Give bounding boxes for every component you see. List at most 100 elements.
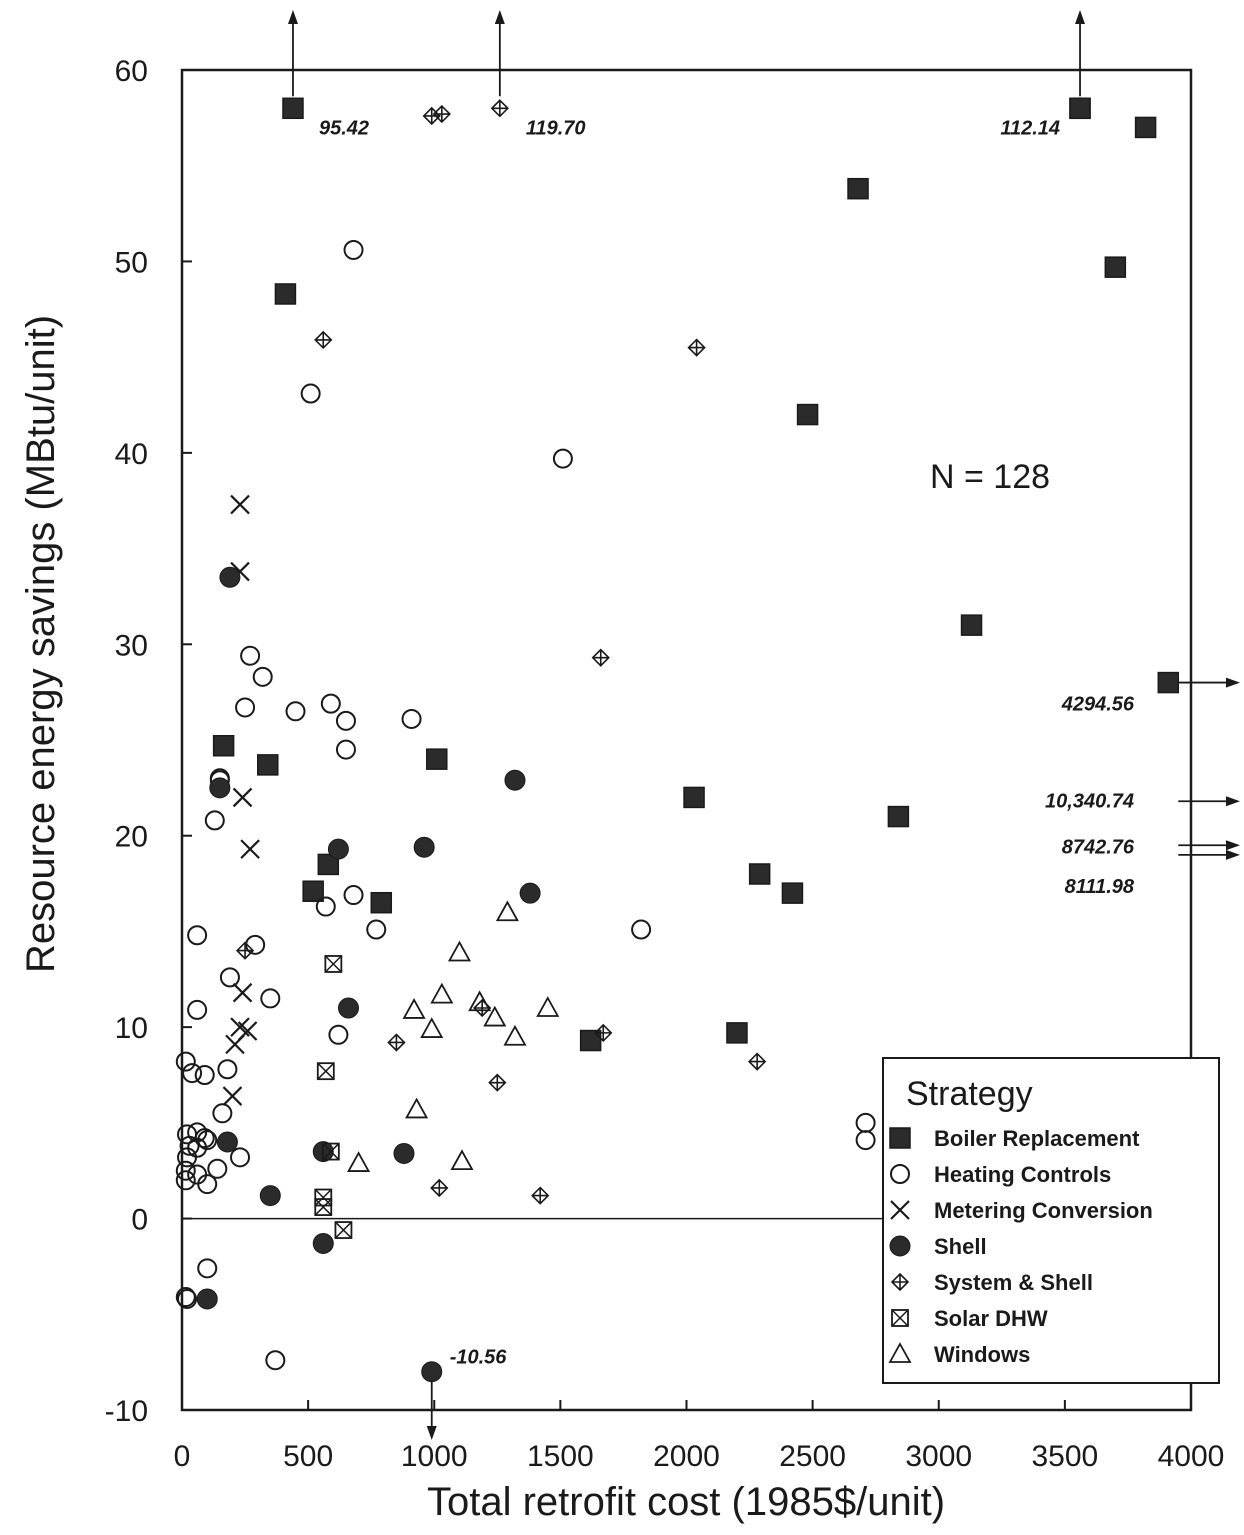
data-point [430, 982, 454, 1004]
data-point [230, 1147, 251, 1168]
data-point [747, 1052, 767, 1071]
data-point [687, 338, 706, 357]
x-tick-label: 2000 [653, 1440, 720, 1473]
data-point [282, 97, 304, 120]
data-point [430, 1178, 449, 1198]
offscale-value-label: -10.56 [450, 1347, 508, 1369]
x-tick-label: 500 [283, 1440, 333, 1473]
legend-label: Heating Controls [934, 1162, 1111, 1187]
data-point [393, 1142, 415, 1164]
data-point [240, 839, 260, 859]
data-point [631, 919, 652, 940]
data-point [450, 1149, 474, 1171]
data-point [265, 1350, 286, 1371]
data-point [387, 1033, 406, 1052]
data-point [260, 988, 281, 1009]
data-point [370, 891, 393, 914]
data-point [314, 1188, 333, 1207]
data-point [335, 710, 356, 731]
x-tick-label: 3000 [905, 1440, 972, 1473]
data-point [432, 104, 451, 124]
data-point [579, 1029, 602, 1052]
x-tick-label: 1000 [401, 1440, 468, 1473]
series-windows [347, 900, 560, 1172]
legend-marker [889, 1235, 911, 1257]
data-point [209, 777, 231, 799]
y-tick-label: 0 [131, 1204, 148, 1237]
data-point [197, 1258, 218, 1279]
data-point [216, 1131, 238, 1153]
x-tick-label: 1500 [527, 1440, 594, 1473]
arrow-head [494, 10, 505, 24]
offscale-value-label: 8742.76 [1062, 836, 1135, 858]
data-point [343, 239, 364, 260]
data-point [447, 940, 472, 962]
data-point [748, 863, 771, 885]
data-point [420, 1017, 444, 1038]
legend-label: Metering Conversion [934, 1198, 1153, 1223]
data-point [197, 1174, 218, 1195]
data-point [187, 925, 208, 946]
x-tick-label: 2500 [779, 1440, 846, 1473]
data-point [196, 1288, 218, 1310]
data-point [503, 1024, 527, 1046]
data-point [252, 666, 273, 687]
data-point [468, 990, 492, 1012]
data-point [222, 1086, 243, 1106]
data-point [591, 648, 610, 667]
legend-marker [891, 1309, 909, 1327]
data-point [426, 748, 448, 770]
legend-marker [890, 1272, 910, 1292]
data-point [259, 1185, 281, 1207]
legend: Strategy Boiler Replacement Heating Contro… [882, 1057, 1220, 1384]
y-tick-label: 60 [115, 55, 148, 88]
data-point [328, 1024, 349, 1045]
data-point [235, 941, 255, 960]
data-point [187, 999, 208, 1020]
data-point [257, 754, 279, 776]
data-point [320, 693, 341, 714]
data-point [490, 99, 509, 118]
data-point [1069, 97, 1091, 120]
legend-item: Metering Conversion [890, 1198, 1153, 1223]
legend-item: Solar DHW [891, 1306, 1048, 1331]
axis-ticks: 0 500 1000 1500 2000 2500 3000 3500 4000 -10 0 10 20… [105, 55, 1225, 1473]
data-point [177, 1147, 198, 1168]
sample-size-label: N = 128 [930, 458, 1050, 496]
offscale-value-label: 119.70 [526, 117, 586, 139]
legend-marker [888, 1342, 912, 1363]
y-tick-label: 50 [115, 246, 148, 279]
series-boiler-replacement [212, 97, 1180, 1052]
data-point [197, 1130, 218, 1151]
data-point [334, 1221, 353, 1239]
data-point [194, 1065, 215, 1085]
data-point [796, 403, 819, 426]
data-point [321, 1142, 340, 1161]
data-point [175, 1160, 196, 1181]
data-point [179, 1135, 200, 1156]
x-axis-title: Total retrofit cost (1985$/unit) [427, 1480, 945, 1524]
data-point [219, 967, 240, 988]
data-point [204, 810, 225, 831]
data-point [232, 787, 253, 808]
data-point [960, 614, 983, 636]
series-system-shell [235, 99, 767, 1205]
legend-label: Windows [934, 1342, 1030, 1367]
data-point [366, 919, 387, 940]
data-point [347, 1151, 371, 1172]
legend-label: Boiler Replacement [934, 1126, 1140, 1151]
data-point [312, 1232, 334, 1254]
data-point [212, 1103, 233, 1124]
arrow-head [1226, 840, 1240, 851]
legend-item: Boiler Replacement [889, 1126, 1140, 1151]
data-points [175, 97, 1180, 1383]
data-point [1157, 671, 1180, 694]
data-point [232, 982, 253, 1003]
data-point [245, 934, 266, 955]
data-point [335, 739, 356, 760]
data-point [177, 1288, 198, 1309]
data-point [1104, 256, 1127, 278]
data-point [401, 708, 422, 729]
series-solar-dhw [314, 955, 353, 1239]
data-point [315, 896, 336, 917]
